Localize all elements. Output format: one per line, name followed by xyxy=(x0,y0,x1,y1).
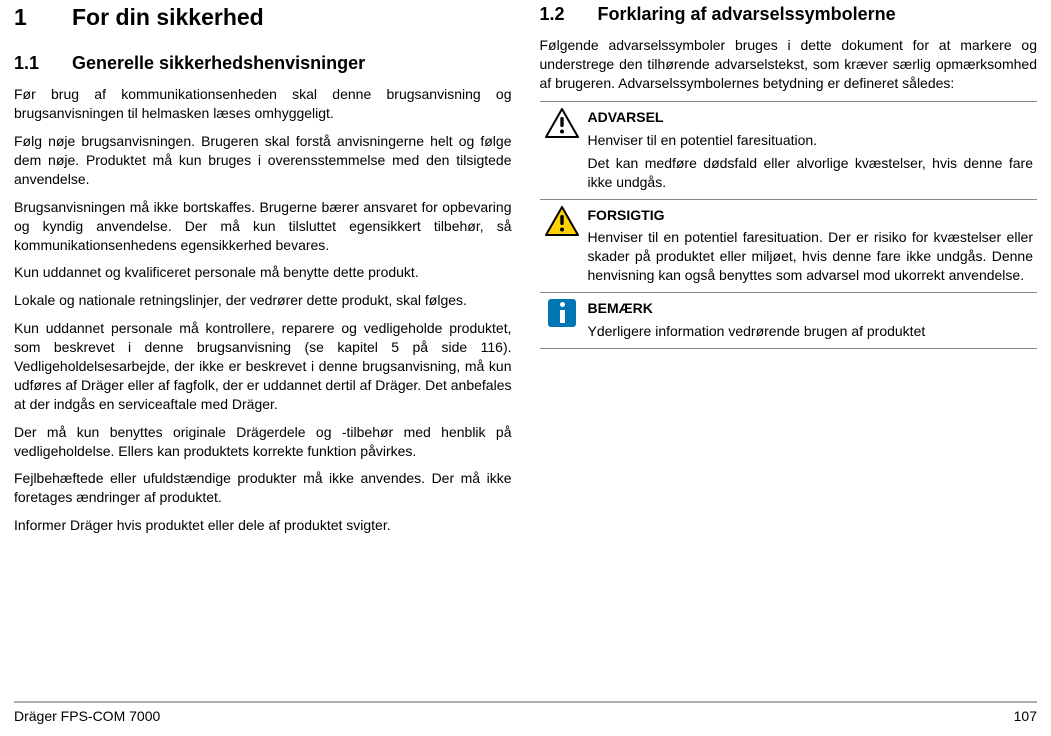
footer-product: Dräger FPS-COM 7000 xyxy=(14,707,160,726)
symbol-text-cell: FORSIGTIG Henviser til en potentiel fares… xyxy=(584,199,1038,293)
left-column: 1For din sikkerhed 1.1Generelle sikkerhe… xyxy=(14,2,512,544)
info-icon xyxy=(548,299,576,327)
warning-triangle-icon xyxy=(545,108,579,138)
symbol-row: FORSIGTIG Henviser til en potentiel fares… xyxy=(540,199,1038,293)
info-icon-cell xyxy=(540,293,584,349)
symbol-body: Det kan medføre dødsfald eller alvorlige… xyxy=(588,154,1034,192)
symbol-text-cell: ADVARSEL Henviser til en potentiel faresi… xyxy=(584,101,1038,199)
body-paragraph: Kun uddannet personale må kontrollere, r… xyxy=(14,319,512,413)
h2-number: 1.2 xyxy=(540,2,598,26)
h2-number: 1.1 xyxy=(14,51,72,75)
warning-icon-cell xyxy=(540,199,584,293)
left-paragraphs: Før brug af kommunikationsenheden skal d… xyxy=(14,85,512,535)
symbol-text-cell: BEMÆRK Yderligere information vedrørende … xyxy=(584,293,1038,349)
body-paragraph: Fejlbehæftede eller ufuldstændige produk… xyxy=(14,469,512,507)
symbol-title: BEMÆRK xyxy=(588,299,1034,318)
symbol-row: BEMÆRK Yderligere information vedrørende … xyxy=(540,293,1038,349)
symbol-body: Henviser til en potentiel faresituation. xyxy=(588,131,1034,150)
body-paragraph: Brugsanvisningen må ikke bortskaffes. Br… xyxy=(14,198,512,255)
warning-icon-cell xyxy=(540,101,584,199)
body-paragraph: Før brug af kommunikationsenheden skal d… xyxy=(14,85,512,123)
h1-text: For din sikkerhed xyxy=(72,4,264,30)
heading-1: 1For din sikkerhed xyxy=(14,2,512,33)
symbol-row: ADVARSEL Henviser til en potentiel faresi… xyxy=(540,101,1038,199)
body-paragraph: Kun uddannet og kvalificeret personale m… xyxy=(14,263,512,282)
body-paragraph: Følg nøje brugsanvisningen. Brugeren ska… xyxy=(14,132,512,189)
page-footer: Dräger FPS-COM 7000 107 xyxy=(14,701,1037,726)
footer-page-number: 107 xyxy=(1014,707,1037,726)
body-paragraph: Lokale og nationale retningslinjer, der … xyxy=(14,291,512,310)
symbol-body: Henviser til en potentiel faresituation.… xyxy=(588,228,1034,285)
h2-text: Generelle sikkerhedshenvisninger xyxy=(72,53,365,73)
symbol-title: ADVARSEL xyxy=(588,108,1034,127)
h2-text: Forklaring af advarselssymbolerne xyxy=(598,4,896,24)
symbol-table: ADVARSEL Henviser til en potentiel faresi… xyxy=(540,101,1038,349)
right-column: 1.2Forklaring af advarselssymbolerne Føl… xyxy=(540,2,1038,544)
heading-1-1: 1.1Generelle sikkerhedshenvisninger xyxy=(14,51,512,75)
intro-paragraph: Følgende advarselssymboler bruges i dett… xyxy=(540,36,1038,93)
h1-number: 1 xyxy=(14,2,72,33)
symbol-title: FORSIGTIG xyxy=(588,206,1034,225)
warning-triangle-icon xyxy=(545,206,579,236)
symbol-body: Yderligere information vedrørende brugen… xyxy=(588,322,1034,341)
heading-1-2: 1.2Forklaring af advarselssymbolerne xyxy=(540,2,1038,26)
body-paragraph: Informer Dräger hvis produktet eller del… xyxy=(14,516,512,535)
body-paragraph: Der må kun benyttes originale Drägerdele… xyxy=(14,423,512,461)
